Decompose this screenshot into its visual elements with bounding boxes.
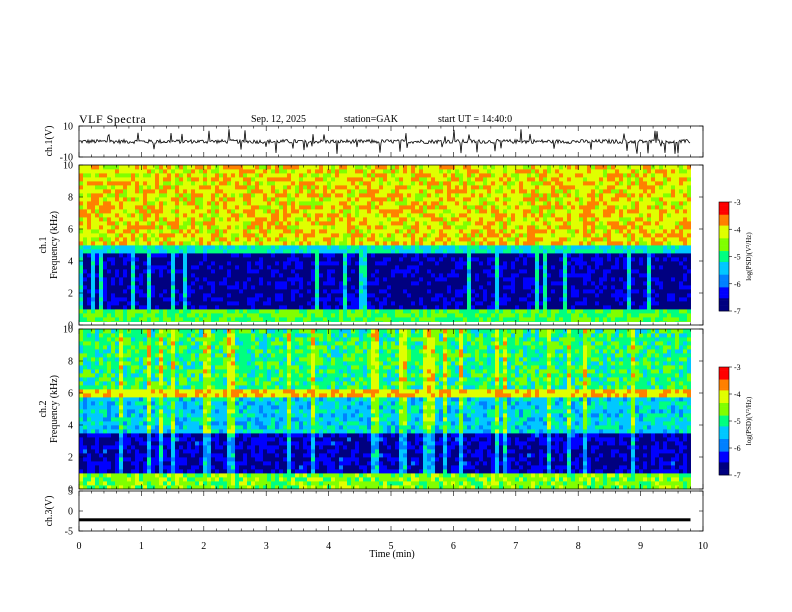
x-tick-label: 4 — [326, 541, 331, 552]
colorbar-tick-label: -6 — [734, 444, 741, 453]
colorbar-tick-label: -7 — [734, 471, 741, 480]
colorbar-tick-label: -7 — [734, 307, 741, 316]
y-tick-label: 0 — [68, 485, 73, 496]
x-tick-label: 3 — [264, 541, 269, 552]
start-time-label: start UT = 14:40:0 — [438, 114, 513, 125]
y-tick-label: 4 — [68, 421, 73, 432]
x-tick-label: 7 — [513, 541, 518, 552]
y-tick-label: 6 — [68, 389, 73, 400]
colorbar-tick-label: -3 — [734, 198, 741, 207]
ch1-frequency-axis-label: Frequency (kHz) — [49, 211, 60, 279]
station-label: station=GAK — [344, 114, 398, 125]
y-tick-label: 6 — [68, 225, 73, 236]
ch1-axis-label: ch.1 — [38, 237, 49, 254]
figure-title: VLF Spectra — [79, 112, 147, 126]
y-tick-label: 0 — [68, 321, 73, 332]
x-tick-label: 6 — [451, 541, 456, 552]
ch2-axis-label: ch.2 — [38, 401, 49, 418]
colorbar-tick-label: -3 — [734, 363, 741, 372]
ch1-spectrogram — [79, 165, 703, 326]
ch3-v-axis-label: ch.3(V) — [44, 496, 55, 527]
y-tick-label: -10 — [60, 153, 73, 164]
y-tick-label: -5 — [65, 527, 73, 538]
ch1-waveform-line — [78, 129, 691, 154]
x-tick-label: 5 — [389, 541, 394, 552]
panels-group — [78, 129, 703, 522]
x-axis-label: Time (min) — [369, 549, 414, 560]
colorbar-tick-label: -6 — [734, 280, 741, 289]
y-tick-label: 10 — [63, 325, 73, 336]
y-tick-label: 2 — [68, 453, 73, 464]
x-tick-label: 8 — [576, 541, 581, 552]
y-tick-label: 8 — [68, 357, 73, 368]
y-tick-label: 5 — [68, 487, 73, 498]
x-tick-label: 9 — [638, 541, 643, 552]
y-tick-label: 10 — [63, 122, 73, 133]
panel-frame-4 — [78, 490, 704, 532]
x-tick-label: 10 — [698, 541, 708, 552]
ch2-frequency-axis-label: Frequency (kHz) — [49, 375, 60, 443]
ch3-signal-line — [79, 518, 691, 522]
y-tick-label: 10 — [63, 161, 73, 172]
ch2-spectrogram — [79, 329, 691, 490]
y-tick-label: 4 — [68, 257, 73, 268]
x-tick-label: 1 — [139, 541, 144, 552]
ch1-v-axis-label: ch.1(V) — [44, 126, 55, 157]
colorbar-tick-label: -5 — [734, 253, 741, 262]
y-tick-label: 0 — [68, 507, 73, 518]
x-tick-label: 2 — [201, 541, 206, 552]
y-tick-label: 8 — [68, 193, 73, 204]
x-tick-label: 0 — [77, 541, 82, 552]
colorbar-tick-label: -4 — [734, 390, 741, 399]
colorbar-tick-label: -4 — [734, 225, 741, 234]
colorbar-label: log(PSD)(V²/Hz) — [745, 232, 753, 281]
date-label: Sep. 12, 2025 — [251, 114, 306, 125]
colorbar-tick-label: -5 — [734, 417, 741, 426]
y-tick-label: 2 — [68, 289, 73, 300]
colorbar-label: log(PSD)(V²/Hz) — [745, 396, 753, 445]
